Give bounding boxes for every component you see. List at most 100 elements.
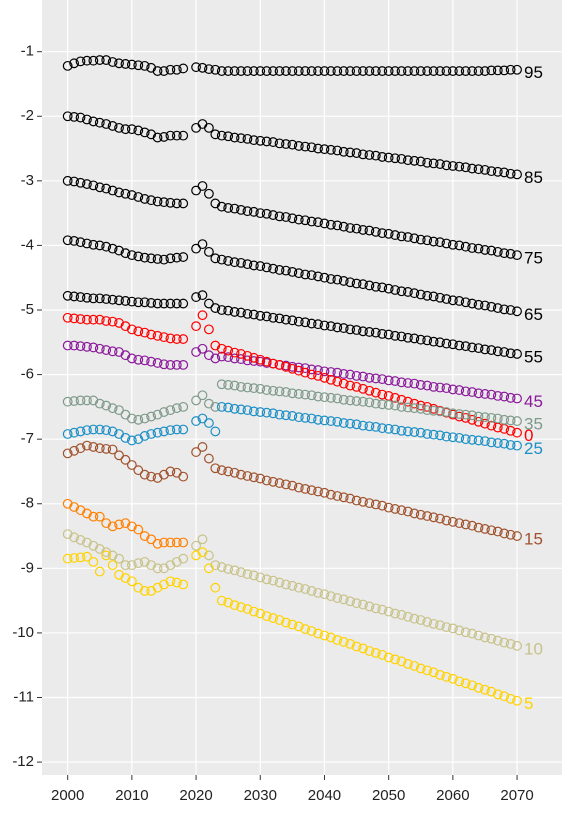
point [460,434,471,445]
point [101,400,112,411]
point [319,487,330,498]
point [139,413,150,424]
point [197,310,208,321]
x-tick-label: 2060 [436,787,469,804]
point [126,521,137,532]
point [146,329,157,340]
point [364,280,375,291]
point [447,432,458,443]
point [255,66,266,76]
point [274,66,285,76]
point [467,410,478,421]
point [383,606,394,617]
point [364,498,375,509]
point [236,257,246,268]
point [197,239,208,250]
point [101,119,112,129]
point [370,421,381,432]
point [338,146,349,157]
point [191,540,201,551]
point [223,597,234,608]
y-tick-label: -9 [21,559,34,576]
point [300,66,311,76]
point [120,573,131,583]
point [248,206,259,217]
point [345,395,356,406]
point [447,623,458,634]
point [204,298,214,309]
point [69,235,79,246]
point [229,203,240,214]
point [512,306,522,317]
point [480,524,490,534]
point [306,364,317,375]
point [146,429,157,439]
y-tick-label: -7 [21,430,34,447]
point [101,241,112,252]
point [486,412,497,423]
point [422,290,433,301]
point [75,237,86,248]
point [313,628,323,639]
point [216,351,227,362]
point [133,434,144,445]
point [287,139,298,150]
point [178,130,189,141]
point [178,401,189,412]
point [268,385,279,396]
point [512,695,522,706]
point [178,334,189,344]
point [210,560,221,571]
point [403,332,413,343]
point [210,198,221,209]
point [287,363,298,374]
point [281,212,291,222]
point [480,436,490,447]
point [460,341,471,352]
point [114,295,124,306]
point [146,586,157,596]
point [460,66,471,76]
point [191,447,201,457]
point [268,312,279,323]
point [313,365,323,375]
point [75,56,86,67]
point [467,680,478,691]
point [473,299,484,310]
point [338,418,349,428]
point [242,569,253,580]
point [178,537,189,548]
point [377,500,388,511]
point [435,513,445,524]
point [274,615,285,625]
point [306,413,317,424]
point [364,397,375,408]
point [204,418,214,428]
point [454,676,465,687]
point [223,380,234,390]
point [281,361,291,372]
point [403,402,413,413]
point [492,303,503,313]
point [236,66,246,76]
point [82,537,92,548]
point [338,221,349,232]
point [126,576,137,587]
point [62,553,73,564]
point [101,345,112,355]
point [319,392,330,403]
point [486,437,497,448]
point [287,619,298,630]
point [313,143,323,154]
point [460,678,471,689]
point [377,152,388,162]
x-tick-label: 2020 [179,787,212,804]
point [216,465,227,476]
point [332,393,343,404]
point [261,262,272,273]
point [351,381,362,392]
point [390,230,400,240]
point [300,215,311,226]
point [403,396,413,407]
point [345,493,356,504]
